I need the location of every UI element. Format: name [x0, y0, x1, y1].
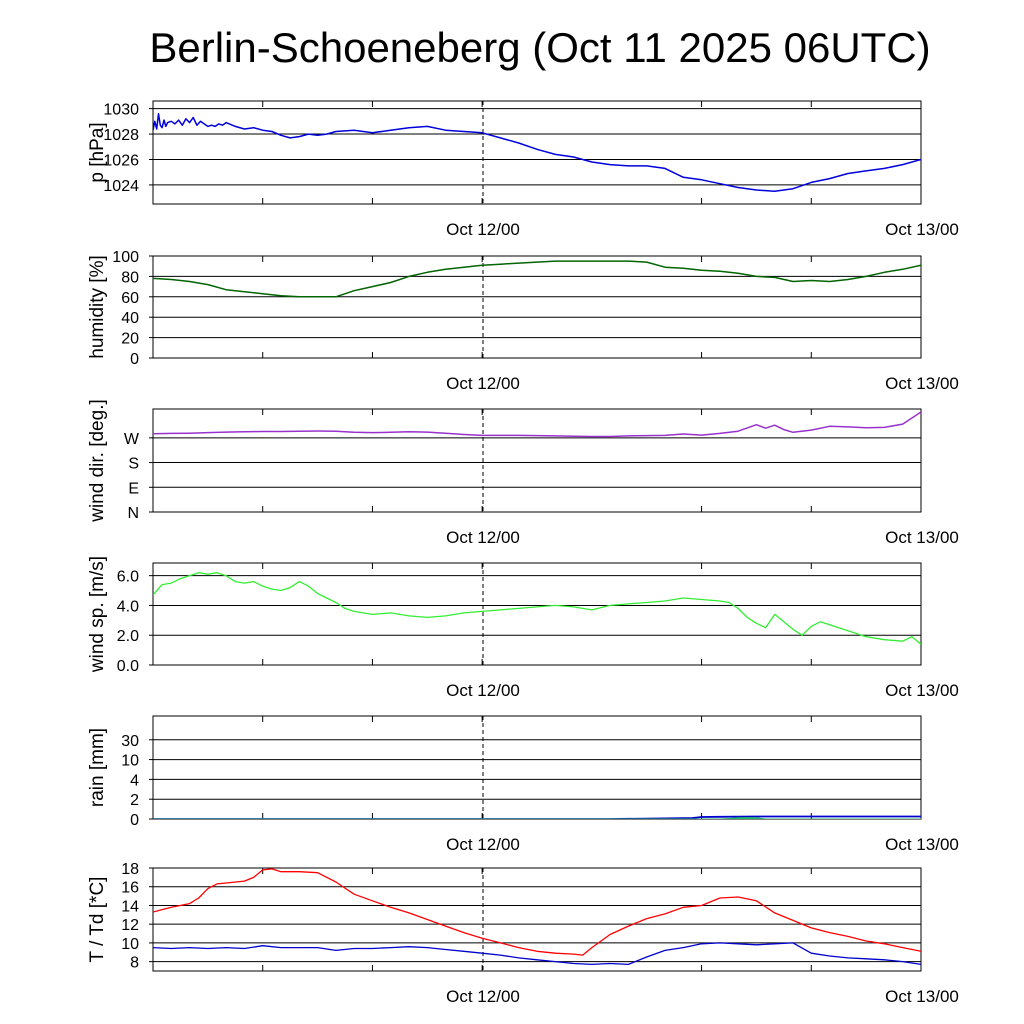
ytick-label-temperature-0: 8 [130, 955, 139, 972]
series-temperature-Td [153, 942, 921, 966]
ytick-label-humidity-1: 20 [121, 331, 139, 348]
ytick-label-wind_speed-0: 0.0 [117, 658, 139, 675]
ytick-label-pressure-2: 1028 [103, 127, 139, 144]
ylabel-temperature: T / Td [*C] [87, 877, 108, 963]
panel-pressure: 1024 1026 1028 1030 p [hPa] Oct 12/00 Oct 13/0… [87, 100, 959, 239]
ytick-label-temperature-5: 18 [121, 861, 139, 878]
panel-rain: 0 2 4 10 30 rain [mm] Oct 12/00 Oct 13/00 [87, 715, 959, 854]
series-wind_speed-speed [153, 572, 921, 645]
xlabel-end-pressure: Oct 13/00 [885, 220, 959, 239]
ytick-label-humidity-3: 60 [121, 290, 139, 307]
xlabel-mid-wind_speed: Oct 12/00 [446, 681, 520, 700]
xlabel-end-wind_speed: Oct 13/00 [885, 681, 959, 700]
ytick-label-wind_direction-3: W [124, 431, 140, 448]
xlabel-mid-humidity: Oct 12/00 [446, 374, 520, 393]
xlabel-mid-wind_direction: Oct 12/00 [446, 528, 520, 547]
ylabel-wind_direction: wind dir. [deg.] [87, 399, 108, 523]
xlabel-end-wind_direction: Oct 13/00 [885, 528, 959, 547]
xlabel-end-temperature: Oct 13/00 [885, 987, 959, 1006]
ytick-label-wind_speed-2: 4.0 [117, 598, 139, 615]
ylabel-rain: rain [mm] [87, 728, 108, 807]
frame-pressure [152, 100, 922, 205]
ytick-label-rain-1: 2 [130, 792, 139, 809]
ytick-label-rain-2: 4 [130, 772, 139, 789]
series-wind_direction-direction [153, 411, 921, 438]
ytick-label-temperature-1: 10 [121, 936, 139, 953]
ytick-label-wind_speed-3: 6.0 [117, 569, 139, 586]
ytick-label-humidity-4: 80 [121, 269, 139, 286]
xlabel-mid-pressure: Oct 12/00 [446, 220, 520, 239]
ylabel-humidity: humidity [%] [87, 255, 108, 358]
series-temperature-T [153, 868, 921, 956]
ytick-label-rain-0: 0 [130, 812, 139, 829]
ytick-label-pressure-0: 1024 [103, 178, 139, 195]
frame-humidity [152, 255, 922, 359]
ytick-label-humidity-5: 100 [112, 249, 139, 266]
frame-temperature [152, 867, 922, 972]
ytick-label-temperature-3: 14 [121, 898, 139, 915]
series-rain-rate [153, 817, 921, 819]
frame-wind_speed [152, 562, 922, 666]
xlabel-mid-temperature: Oct 12/00 [446, 987, 520, 1006]
ylabel-pressure: p [hPa] [87, 122, 108, 182]
ytick-label-humidity-2: 40 [121, 310, 139, 327]
frame-rain [152, 715, 922, 820]
ytick-label-rain-4: 30 [121, 733, 139, 750]
ytick-label-rain-3: 10 [121, 753, 139, 770]
ytick-label-humidity-0: 0 [130, 351, 139, 368]
frame-wind_direction [152, 408, 922, 513]
ytick-label-wind_speed-1: 2.0 [117, 628, 139, 645]
xlabel-end-rain: Oct 13/00 [885, 835, 959, 854]
ytick-label-wind_direction-1: E [128, 480, 139, 497]
ytick-label-wind_direction-2: S [128, 456, 139, 473]
ytick-label-temperature-4: 16 [121, 880, 139, 897]
ytick-label-pressure-1: 1026 [103, 152, 139, 169]
ytick-label-temperature-2: 12 [121, 917, 139, 934]
xlabel-end-humidity: Oct 13/00 [885, 374, 959, 393]
series-pressure-p [153, 112, 921, 193]
ylabel-wind_speed: wind sp. [m/s] [87, 556, 108, 673]
chart-title: Berlin-Schoeneberg (Oct 11 2025 06UTC) [149, 24, 931, 71]
xlabel-mid-rain: Oct 12/00 [446, 835, 520, 854]
panel-wind_speed: 0.0 2.0 4.0 6.0 wind sp. [m/s] Oct 12/00 Oct 1… [87, 556, 959, 700]
series-humidity-humidity [153, 260, 921, 298]
ytick-label-wind_direction-0: N [127, 505, 139, 522]
ytick-label-pressure-3: 1030 [103, 102, 139, 119]
